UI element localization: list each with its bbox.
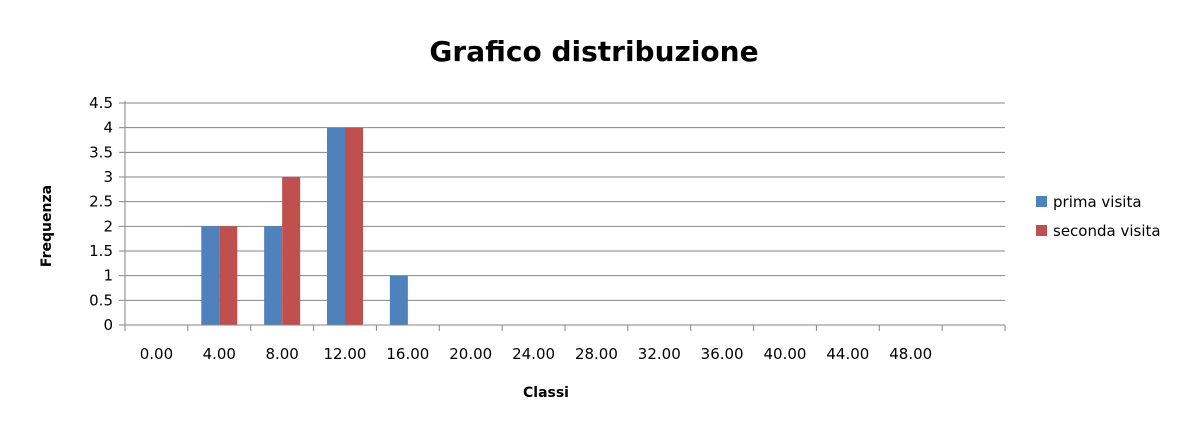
legend-swatch [1036, 196, 1047, 207]
x-tick-label: 8.00 [265, 345, 298, 363]
gridlines [125, 102, 1005, 301]
x-tick-label: 20.00 [449, 345, 492, 363]
y-tick-label: 0 [103, 316, 113, 334]
bar-prima-visita [201, 226, 220, 325]
y-tick-label: 3 [103, 168, 113, 186]
x-tick-label: 28.00 [575, 345, 618, 363]
y-tick-label: 1 [103, 267, 113, 285]
x-tick-label: 32.00 [638, 345, 681, 363]
y-tick-label: 4 [103, 119, 113, 137]
y-tick-labels: 0 0.5 1 1.5 2 2.5 3 3.5 4 4.5 [89, 94, 113, 334]
y-tick-label: 3.5 [89, 143, 113, 161]
x-tick-label: 24.00 [512, 345, 555, 363]
legend: prima visita seconda visita [1036, 193, 1161, 240]
x-tick-label: 36.00 [701, 345, 744, 363]
bar-seconda-visita [282, 177, 301, 325]
bar-seconda-visita [345, 127, 363, 326]
bar-prima-visita [327, 127, 345, 326]
bar-seconda-visita [219, 226, 238, 325]
x-tick-label: 48.00 [889, 345, 932, 363]
x-tick-label: 16.00 [386, 345, 429, 363]
y-tick-label: 2.5 [89, 193, 113, 211]
legend-swatch [1036, 225, 1047, 236]
y-tick-label: 1.5 [89, 242, 113, 260]
bars [201, 127, 408, 326]
y-tick-label: 4.5 [89, 94, 113, 112]
x-tick-label: 40.00 [764, 345, 807, 363]
x-tick-label: 44.00 [826, 345, 869, 363]
legend-label: seconda visita [1053, 222, 1161, 240]
bar-prima-visita [389, 275, 408, 325]
x-tick-label: 0.00 [140, 345, 173, 363]
x-tick-label: 12.00 [324, 345, 367, 363]
bar-prima-visita [264, 226, 283, 325]
legend-label: prima visita [1053, 193, 1142, 211]
x-axis-title: Classi [523, 385, 569, 401]
y-axis-title: Frequenza [39, 185, 55, 267]
chart-title: Grafico distribuzione [429, 35, 758, 68]
x-tick-labels: 0.00 4.00 8.00 12.00 16.00 20.00 24.00 28.00 32.… [140, 345, 932, 363]
y-tick-label: 0.5 [89, 291, 113, 309]
x-tick-label: 4.00 [203, 345, 236, 363]
axes [119, 101, 1006, 331]
y-tick-label: 2 [103, 217, 113, 235]
